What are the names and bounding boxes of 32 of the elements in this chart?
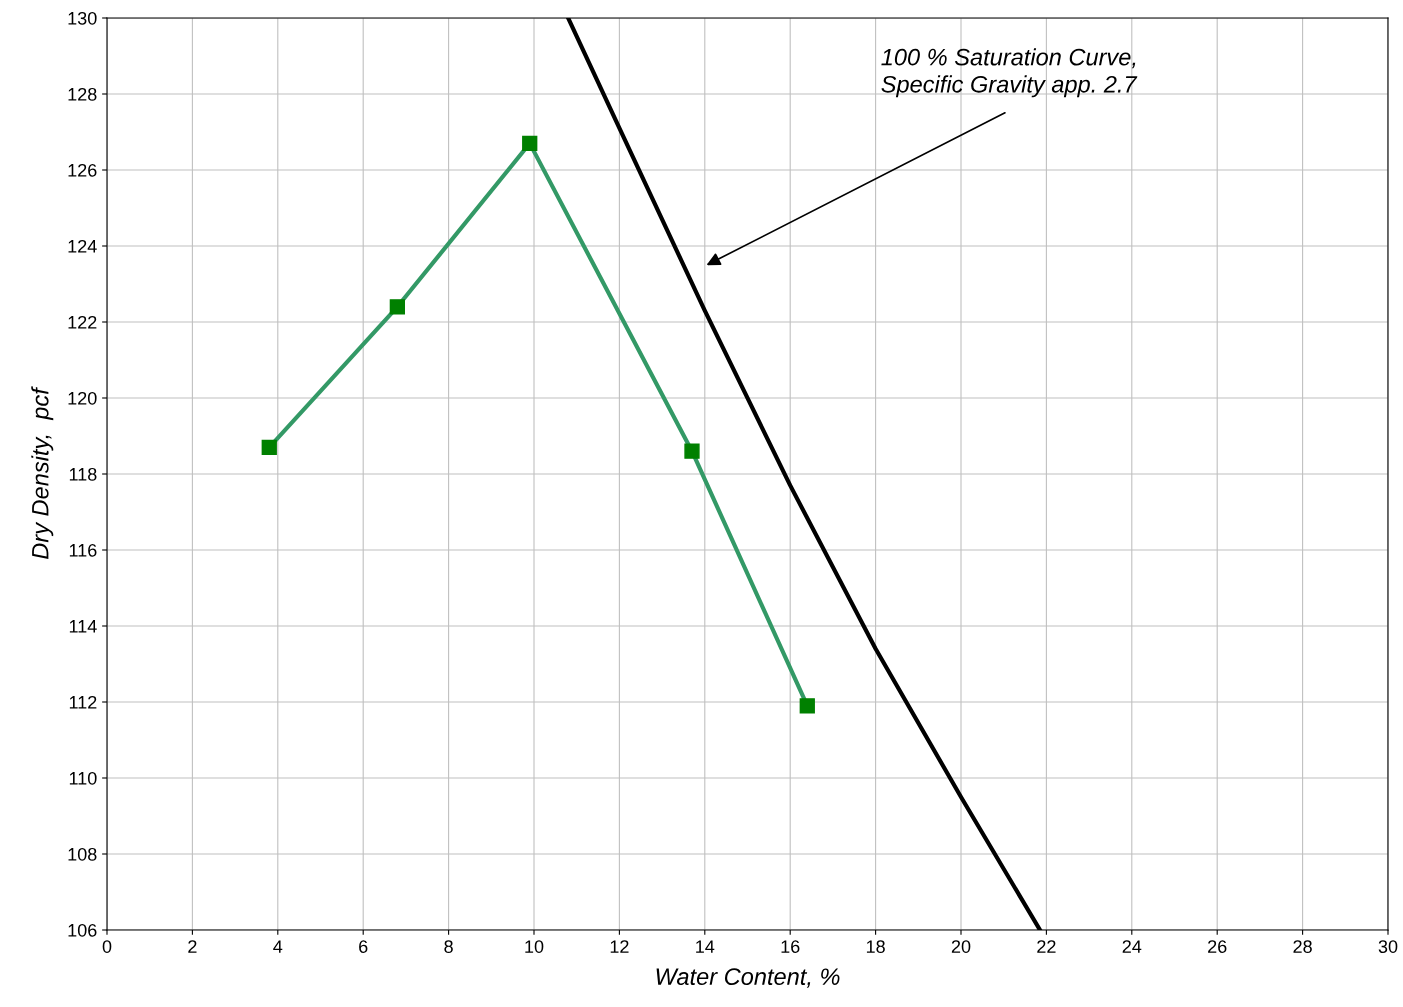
y-tick-label: 114 [69,620,97,633]
y-tick-label: 124 [68,239,97,253]
y-tick-label: 106 [68,923,97,937]
x-tick-label: 30 [1378,940,1398,953]
x-tick-label: 2 [188,940,197,953]
y-tick-label: 118 [69,467,97,481]
x-tick-label: 16 [781,940,800,953]
x-tick-label: 8 [444,940,453,953]
x-tick-label: 18 [866,940,885,953]
y-tick-label: 110 [69,771,97,785]
x-tick-label: 10 [525,940,544,953]
y-tick-label: 108 [68,847,97,861]
x-tick-label: 14 [696,940,715,953]
x-tick-label: 22 [1037,940,1056,953]
x-tick-label: 6 [359,940,368,953]
y-tick-label: 120 [68,391,97,405]
x-tick-label: 20 [951,940,971,953]
y-tick-label: 126 [68,163,97,177]
x-tick-label: 4 [273,940,283,953]
x-tick-label: 12 [610,940,629,953]
y-tick-label: 112 [69,695,97,709]
x-axis-title: Water Content, % [656,968,840,988]
annotation: 100 % Saturation Curve, Specific Gravity app. 2.7 [881,48,1138,98]
y-tick-label: 122 [68,315,97,329]
y-axis-title: Dry Density, pcf [31,386,54,559]
x-tick-label: 26 [1208,940,1227,953]
x-tick-label: 0 [102,940,112,953]
y-tick-label: 116 [69,543,97,557]
y-tick-label: 130 [68,11,97,25]
x-tick-label: 24 [1122,940,1142,953]
y-tick-label: 128 [68,87,97,101]
x-tick-label: 28 [1293,940,1312,953]
